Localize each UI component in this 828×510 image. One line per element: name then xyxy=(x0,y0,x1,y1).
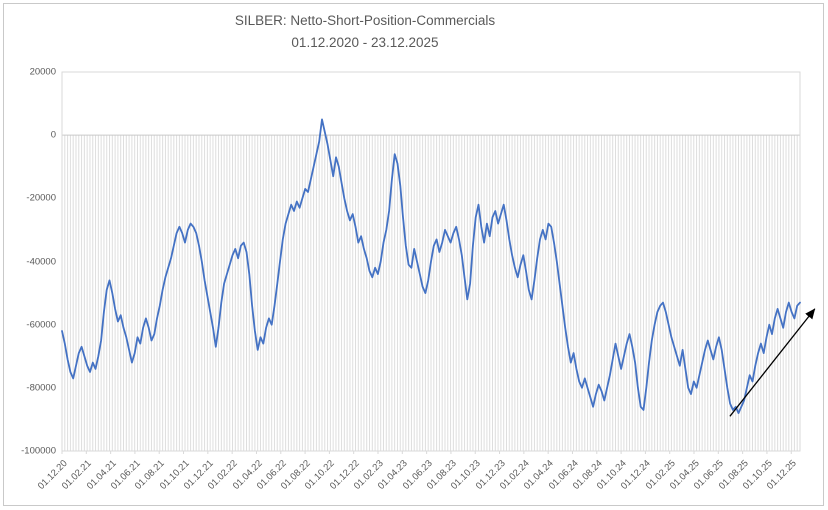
x-axis-ticks xyxy=(61,451,792,454)
chart-title-block: SILBER: Netto-Short-Position-Commercials… xyxy=(0,13,730,51)
trend-arrow xyxy=(729,308,816,417)
chart-title: SILBER: Netto-Short-Position-Commercials xyxy=(234,13,496,28)
series-line xyxy=(61,118,801,415)
drop-lines-pattern xyxy=(61,135,801,451)
plot-border xyxy=(61,71,801,452)
chart-subtitle: 01.12.2020 - 23.12.2025 xyxy=(291,35,439,51)
